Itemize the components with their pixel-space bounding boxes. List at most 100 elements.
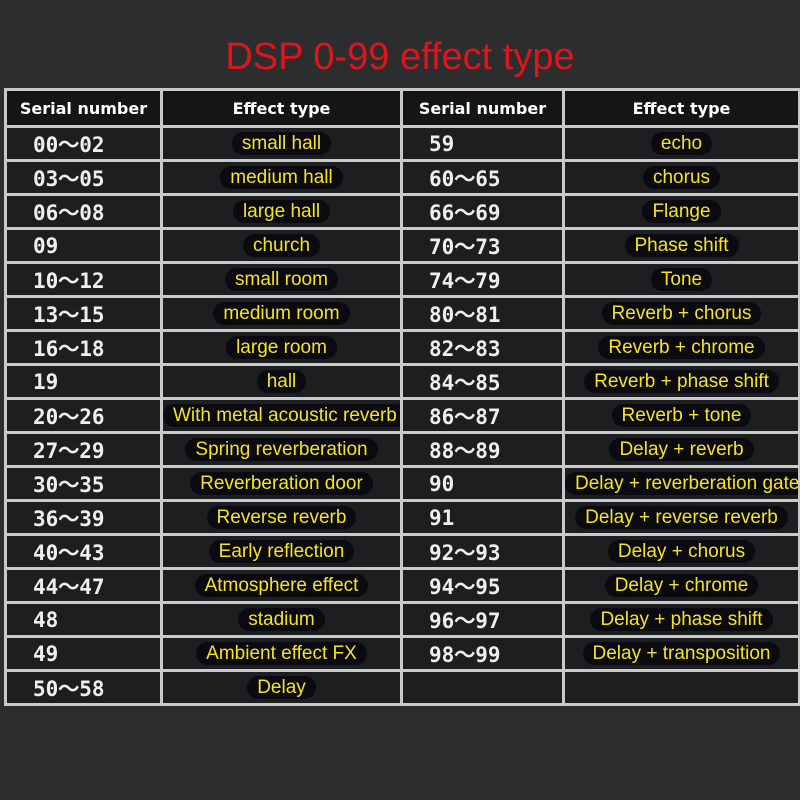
effect-type-cell: small hall (160, 125, 403, 162)
effect-type-cell: Tone (562, 261, 800, 298)
effect-type-label: stadium (238, 607, 325, 631)
serial-number-cell: 19 (4, 363, 163, 400)
table-row: 49 Ambient effect FX 98～99 Delay + transpos… (4, 635, 800, 672)
serial-number-cell: 00～02 (4, 125, 163, 162)
serial-number-cell: 94～95 (400, 567, 565, 604)
effect-type-cell: church (160, 227, 403, 264)
effect-type-label: Delay + phase shift (590, 607, 773, 631)
serial-number-cell: 90 (400, 465, 565, 502)
serial-number-cell: 16～18 (4, 329, 163, 366)
effect-type-label: Delay (247, 675, 316, 699)
serial-number-cell: 27～29 (4, 431, 163, 468)
effect-type-label: Delay + reverberation gate (566, 471, 797, 495)
effect-type-cell: large room (160, 329, 403, 366)
header-effect: Effect type (562, 88, 800, 128)
effect-type-cell: small room (160, 261, 403, 298)
effect-type-label: Delay + reverse reverb (575, 505, 788, 529)
effect-type-cell: Early reflection (160, 533, 403, 570)
serial-number-cell: 30～35 (4, 465, 163, 502)
table-row: 40～43 Early reflection 92～93 Delay + chorus (4, 533, 800, 570)
effect-type-cell: Flange (562, 193, 800, 230)
effect-type-label: Flange (642, 199, 721, 223)
serial-number-cell: 48 (4, 601, 163, 638)
serial-number-cell: 09 (4, 227, 163, 264)
serial-number-cell: 98～99 (400, 635, 565, 672)
table-row: 36～39 Reverse reverb 91 Delay + reverse rev… (4, 499, 800, 536)
effect-type-label: With metal acoustic reverb (164, 403, 399, 427)
serial-number-cell: 88～89 (400, 431, 565, 468)
effect-type-cell: Delay + phase shift (562, 601, 800, 638)
effect-type-label: Delay + chorus (607, 539, 756, 563)
effect-type-label: chorus (642, 165, 721, 189)
serial-number-cell: 44～47 (4, 567, 163, 604)
serial-number-cell: 49 (4, 635, 163, 672)
serial-number-cell: 20～26 (4, 397, 163, 434)
effect-type-label: Delay + chrome (604, 573, 759, 597)
effect-type-label: Delay + transposition (582, 641, 781, 665)
effect-type-label: small room (225, 267, 338, 291)
effect-type-label: Reverb + phase shift (584, 369, 779, 393)
effect-type-cell: Delay + transposition (562, 635, 800, 672)
effect-type-label: Reverb + tone (611, 403, 752, 427)
effect-type-label: hall (256, 369, 307, 393)
effect-type-label: Spring reverberation (185, 437, 378, 461)
effect-type-label: Early reflection (208, 539, 355, 563)
serial-number-cell: 60～65 (400, 159, 565, 196)
table-row: 27～29 Spring reverberation 88～89 Delay + re… (4, 431, 800, 468)
effect-type-label: medium room (213, 301, 350, 325)
serial-number-cell: 10～12 (4, 261, 163, 298)
effect-type-label: Atmosphere effect (194, 573, 369, 597)
header-effect: Effect type (160, 88, 403, 128)
effect-type-cell: hall (160, 363, 403, 400)
effect-type-cell: Atmosphere effect (160, 567, 403, 604)
serial-number-cell: 66～69 (400, 193, 565, 230)
serial-number-cell: 80～81 (400, 295, 565, 332)
effect-type-cell: Reverb + chorus (562, 295, 800, 332)
header-serial: Serial number (4, 88, 163, 128)
table-row: 50～58 Delay (4, 669, 800, 706)
effect-type-cell: Reverb + phase shift (562, 363, 800, 400)
effect-type-label: small hall (231, 131, 332, 155)
effect-type-label: Tone (650, 267, 713, 291)
effect-type-cell: medium hall (160, 159, 403, 196)
table-row: 19 hall 84～85 Reverb + phase shift (4, 363, 800, 400)
serial-number-cell: 70～73 (400, 227, 565, 264)
effect-type-label: large hall (232, 199, 331, 223)
effect-type-label: Reverberation door (190, 471, 373, 495)
effect-type-cell: Ambient effect FX (160, 635, 403, 672)
effect-type-cell: Reverb + tone (562, 397, 800, 434)
effect-type-cell: Phase shift (562, 227, 800, 264)
effect-type-cell: Reverse reverb (160, 499, 403, 536)
table-row: 30～35 Reverberation door 90 Delay + reverbe… (4, 465, 800, 502)
header-serial: Serial number (400, 88, 565, 128)
effect-type-cell: stadium (160, 601, 403, 638)
serial-number-cell: 92～93 (400, 533, 565, 570)
effect-type-cell: Delay + reverse reverb (562, 499, 800, 536)
effect-table: Serial number Effect type Serial number … (4, 88, 800, 706)
effect-type-cell: Delay + reverberation gate (562, 465, 800, 502)
serial-number-cell: 74～79 (400, 261, 565, 298)
effect-type-cell: Delay + reverb (562, 431, 800, 468)
effect-type-label: Reverb + chrome (598, 335, 765, 359)
table-row: 03～05 medium hall 60～65 chorus (4, 159, 800, 196)
effect-type-cell: Reverb + chrome (562, 329, 800, 366)
serial-number-cell (400, 669, 565, 706)
effect-type-label: Ambient effect FX (196, 641, 367, 665)
effect-type-label: large room (226, 335, 337, 359)
table-row: 10～12 small room 74～79 Tone (4, 261, 800, 298)
table-row: 00～02 small hall 59 echo (4, 125, 800, 162)
serial-number-cell: 59 (400, 125, 565, 162)
effect-type-cell (562, 669, 800, 706)
serial-number-cell: 84～85 (400, 363, 565, 400)
table-row: 48 stadium 96～97 Delay + phase shift (4, 601, 800, 638)
table-row: 06～08 large hall 66～69 Flange (4, 193, 800, 230)
effect-type-label: Delay + reverb (609, 437, 754, 461)
table-row: 09 church 70～73 Phase shift (4, 227, 800, 264)
effect-type-label: Reverb + chorus (601, 301, 762, 325)
effect-type-cell: Delay + chorus (562, 533, 800, 570)
effect-type-label: echo (650, 131, 713, 155)
table-row: 13～15 medium room 80～81 Reverb + chorus (4, 295, 800, 332)
serial-number-cell: 91 (400, 499, 565, 536)
effect-type-label: Reverse reverb (206, 505, 357, 529)
effect-type-cell: chorus (562, 159, 800, 196)
